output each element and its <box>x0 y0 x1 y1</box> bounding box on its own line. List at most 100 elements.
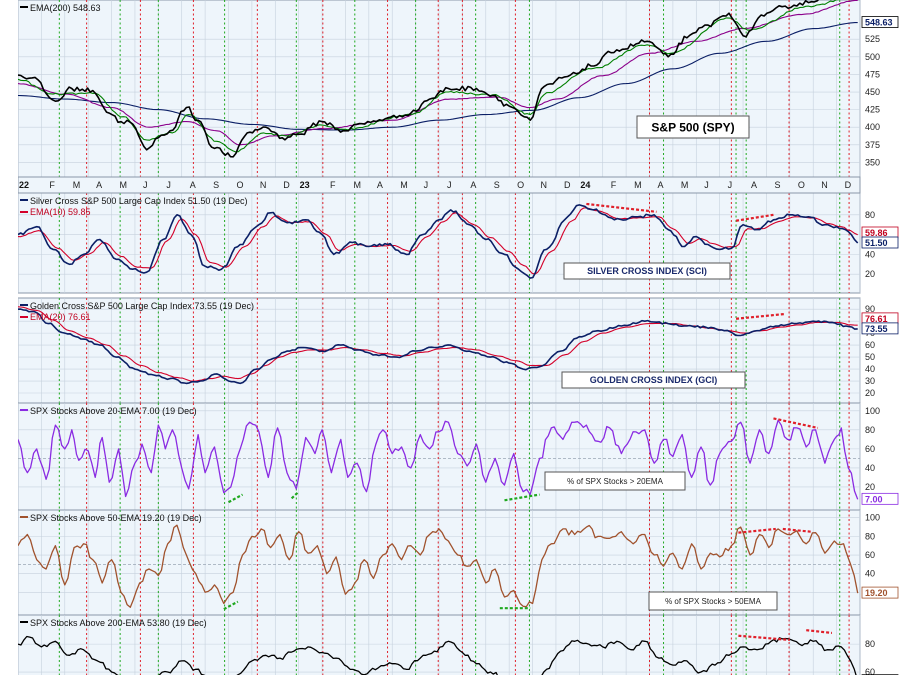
x-tick-label: A <box>190 180 196 190</box>
y-tick-label: 100 <box>865 406 880 416</box>
last-value-box <box>861 586 899 599</box>
series-line-ema10 <box>18 207 858 275</box>
y-tick-label: 100 <box>865 513 880 523</box>
legend-primary: SPX Stocks Above 20-EMA 7.00 (19 Dec) <box>30 406 197 416</box>
last-value-box <box>861 16 899 28</box>
legend-secondary: EMA(20) 76.61 <box>30 312 91 322</box>
legend-primary: EMA(200) 548.63 <box>30 3 101 13</box>
series-group <box>18 0 858 158</box>
last-value-box <box>861 322 899 335</box>
x-tick-label: M <box>400 180 408 190</box>
x-tick-label: J <box>447 180 452 190</box>
x-tick-label: J <box>728 180 733 190</box>
series-group <box>18 635 857 675</box>
x-tick-label: M <box>73 180 81 190</box>
y-tick-label: 40 <box>865 249 875 259</box>
x-tick-label: 22 <box>19 180 29 190</box>
y-tick-label: 60 <box>865 340 875 350</box>
last-value-secondary: 59.86 <box>865 228 888 238</box>
y-tick-label: 30 <box>865 376 875 386</box>
panel-tag-box <box>561 371 746 389</box>
x-tick-label: D <box>564 180 571 190</box>
y-tick-label: 60 <box>865 550 875 560</box>
x-tick-label: J <box>704 180 709 190</box>
x-tick-label: A <box>96 180 102 190</box>
panel-gci: 2030405060708090Golden Cross S&P 500 Lar… <box>17 297 899 404</box>
panel-tag: % of SPX Stocks > 50EMA <box>665 597 761 606</box>
series-group <box>18 204 859 279</box>
legend-primary: SPX Stocks Above 50-EMA 19.20 (19 Dec) <box>30 513 202 523</box>
x-tick-label: J <box>166 180 171 190</box>
panel-tag-box <box>544 471 686 491</box>
series-line--20ema <box>18 419 859 500</box>
last-value: 73.55 <box>865 324 888 334</box>
y-tick-label: 80 <box>865 425 875 435</box>
y-tick-label: 450 <box>865 87 880 97</box>
annotation-green-dashed <box>223 600 239 611</box>
y-tick-label: 350 <box>865 157 880 167</box>
y-tick-label: 40 <box>865 569 875 579</box>
annotation-green-dashed <box>290 490 300 500</box>
y-tick-label: 20 <box>865 269 875 279</box>
annotation-red-dashed <box>738 634 790 642</box>
x-tick-label: M <box>634 180 642 190</box>
annotation-green-dashed <box>227 493 244 504</box>
panel-tag: S&P 500 (SPY) <box>651 121 734 135</box>
y-tick-label: 90 <box>865 304 875 314</box>
series-line-gci <box>18 308 858 385</box>
panel-spx20: 20 40 60 80 100 SPX Stocks Above 20-EMA 7.00 … <box>17 402 899 511</box>
series-group <box>18 306 858 385</box>
y-tick-label: 50 <box>865 352 875 362</box>
x-tick-label: M <box>120 180 128 190</box>
x-tick-label: N <box>260 180 267 190</box>
panel-tag-box <box>648 591 778 611</box>
annotation-red-dashed <box>773 417 819 430</box>
y-tick-label: 500 <box>865 52 880 62</box>
x-tick-label: D <box>283 180 290 190</box>
x-tick-label: A <box>751 180 757 190</box>
x-tick-label: J <box>424 180 429 190</box>
x-axis: 22 F M A M J J A S O N D 23 F M A M J J A S O N D 24 F M A M J J A S O N D <box>17 176 861 194</box>
y-tick-label: 60 <box>865 667 875 675</box>
annotation-green-dashed <box>504 493 540 502</box>
series-line--50ema <box>18 524 859 608</box>
y-tick-label: 20 <box>865 388 875 398</box>
legend-primary: SPX Stocks Above 200-EMA 53.80 (19 Dec) <box>30 618 207 628</box>
y-tick-label: 40 <box>865 364 875 374</box>
x-tick-label: S <box>213 180 219 190</box>
x-tick-label: S <box>494 180 500 190</box>
y-tick-label: 40 <box>865 463 875 473</box>
x-tick-label: S <box>774 180 780 190</box>
panel-tag: % of SPX Stocks > 20EMA <box>567 477 663 486</box>
x-tick-label: F <box>49 180 55 190</box>
series-line-ema200 <box>18 22 858 131</box>
series-group <box>18 524 859 608</box>
annotation-red-dashed <box>586 202 657 213</box>
x-tick-label: O <box>517 180 524 190</box>
left-margin <box>0 0 18 675</box>
panel-tag-box <box>636 115 750 139</box>
y-tick-label: 425 <box>865 105 880 115</box>
panel-sci: 20406080Silver Cross S&P 500 Large Cap I… <box>17 192 899 294</box>
x-tick-label: J <box>143 180 148 190</box>
x-tick-label: A <box>377 180 383 190</box>
y-tick-label: 80 <box>865 210 875 220</box>
y-tick-label: 80 <box>865 531 875 541</box>
x-tick-label: N <box>821 180 828 190</box>
last-value-secondary: 76.61 <box>865 314 888 324</box>
annotation-red-dashed <box>735 213 774 222</box>
x-tick-label: O <box>798 180 805 190</box>
legend-primary: Golden Cross S&P 500 Large Cap Index 73.… <box>30 301 254 311</box>
panel-tag: SILVER CROSS INDEX (SCI) <box>587 266 707 276</box>
y-tick-label: 375 <box>865 140 880 150</box>
series-line--200ema <box>18 635 857 675</box>
last-value: 7.00 <box>865 494 883 504</box>
annotation-red-dashed <box>738 527 776 534</box>
series-line-ema50 <box>18 0 858 146</box>
last-value-box <box>861 492 899 505</box>
last-value: 19.20 <box>865 588 888 598</box>
panel-spx200: 60 80 SPX Stocks Above 200-EMA 53.80 (19 D… <box>17 614 899 675</box>
last-value: 51.50 <box>865 238 888 248</box>
